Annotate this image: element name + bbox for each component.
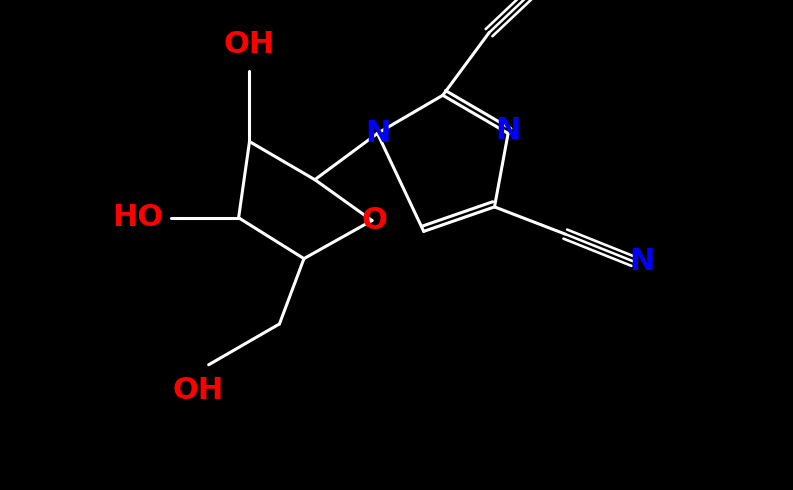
Text: O: O <box>362 206 388 235</box>
Text: N: N <box>629 247 654 276</box>
Text: N: N <box>365 119 390 148</box>
Text: OH: OH <box>172 376 224 405</box>
Text: N: N <box>496 116 521 145</box>
Text: HO: HO <box>113 203 163 232</box>
Text: OH: OH <box>224 30 275 59</box>
